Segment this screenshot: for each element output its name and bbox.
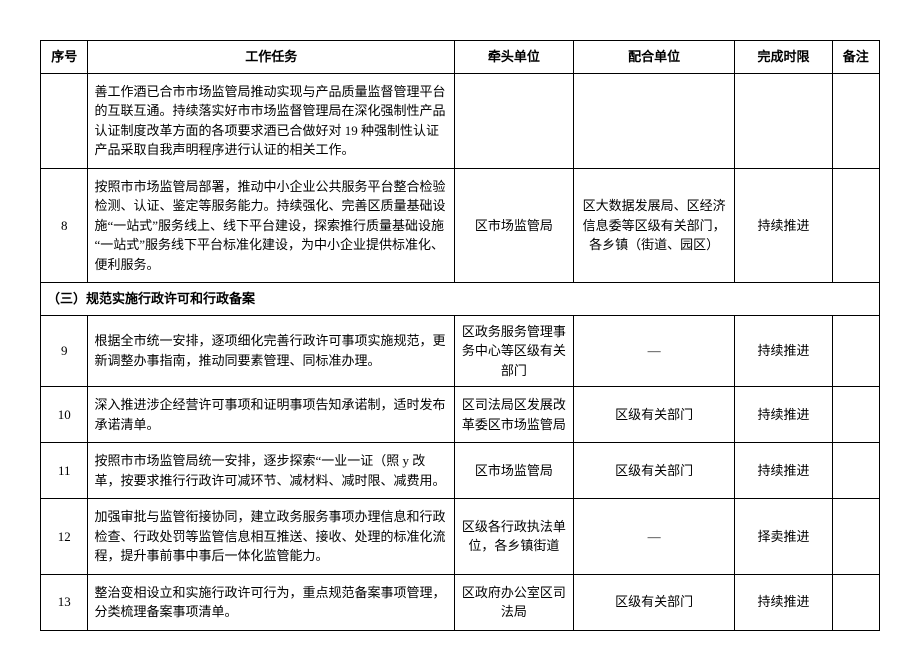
cell-coop: 区级有关部门 <box>573 443 735 499</box>
cell-lead <box>455 73 574 168</box>
cell-note <box>832 499 880 575</box>
cell-lead: 区政务服务管理事务中心等区级有关部门 <box>455 315 574 387</box>
cell-note <box>832 168 880 283</box>
cell-note <box>832 443 880 499</box>
cell-num: 10 <box>41 387 88 443</box>
cell-num: 12 <box>41 499 88 575</box>
cell-lead: 区市场监管局 <box>455 168 574 283</box>
table-row: 13整治变相设立和实施行政许可行为，重点规范备案事项管理，分类梳理备案事项清单。… <box>41 574 880 630</box>
table-row: 12加强审批与监管衔接协同，建立政务服务事项办理信息和行政检查、行政处罚等监管信… <box>41 499 880 575</box>
cell-lead: 区级各行政执法单位，各乡镇街道 <box>455 499 574 575</box>
cell-num <box>41 73 88 168</box>
cell-task: 按照市市场监管局统一安排，逐步探索“一业一证（照 y 改革，按要求推行行政许可减… <box>88 443 455 499</box>
table-row: 9根据全市统一安排，逐项细化完善行政许可事项实施规范，更新调整办事指南，推动同要… <box>41 315 880 387</box>
table-row: 11按照市市场监管局统一安排，逐步探索“一业一证（照 y 改革，按要求推行行政许… <box>41 443 880 499</box>
cell-coop: — <box>573 499 735 575</box>
col-num: 序号 <box>41 41 88 74</box>
cell-task: 加强审批与监管衔接协同，建立政务服务事项办理信息和行政检查、行政处罚等监管信息相… <box>88 499 455 575</box>
cell-time: 持续推进 <box>735 315 832 387</box>
cell-time: 持续推进 <box>735 387 832 443</box>
col-time: 完成时限 <box>735 41 832 74</box>
cell-num: 8 <box>41 168 88 283</box>
cell-num: 11 <box>41 443 88 499</box>
cell-coop <box>573 73 735 168</box>
cell-time: 持续推进 <box>735 443 832 499</box>
cell-task: 按照市市场监管局部署，推动中小企业公共服务平台整合检验检测、认证、鉴定等服务能力… <box>88 168 455 283</box>
cell-lead: 区政府办公室区司法局 <box>455 574 574 630</box>
cell-task: 根据全市统一安排，逐项细化完善行政许可事项实施规范，更新调整办事指南，推动同要素… <box>88 315 455 387</box>
cell-num: 9 <box>41 315 88 387</box>
cell-coop: 区大数据发展局、区经济信息委等区级有关部门，各乡镇（街道、园区） <box>573 168 735 283</box>
cell-task: 深入推进涉企经营许可事项和证明事项告知承诺制，适时发布承诺清单。 <box>88 387 455 443</box>
cell-time: 持续推进 <box>735 574 832 630</box>
table-header-row: 序号 工作任务 牵头单位 配合单位 完成时限 备注 <box>41 41 880 74</box>
cell-note <box>832 387 880 443</box>
col-note: 备注 <box>832 41 880 74</box>
cell-lead: 区司法局区发展改革委区市场监管局 <box>455 387 574 443</box>
col-coop: 配合单位 <box>573 41 735 74</box>
cell-task: 善工作酒已合市市场监管局推动实现与产品质量监督管理平台的互联互通。持续落实好市市… <box>88 73 455 168</box>
cell-note <box>832 574 880 630</box>
cell-lead: 区市场监管局 <box>455 443 574 499</box>
cell-num: 13 <box>41 574 88 630</box>
cell-note <box>832 73 880 168</box>
table-row: 善工作酒已合市市场监管局推动实现与产品质量监督管理平台的互联互通。持续落实好市市… <box>41 73 880 168</box>
section-header-row: （三）规范实施行政许可和行政备案 <box>41 283 880 316</box>
col-task: 工作任务 <box>88 41 455 74</box>
table-row: 8按照市市场监管局部署，推动中小企业公共服务平台整合检验检测、认证、鉴定等服务能… <box>41 168 880 283</box>
cell-note <box>832 315 880 387</box>
cell-time: 择卖推进 <box>735 499 832 575</box>
col-lead: 牵头单位 <box>455 41 574 74</box>
cell-time: 持续推进 <box>735 168 832 283</box>
cell-time <box>735 73 832 168</box>
section-title: （三）规范实施行政许可和行政备案 <box>41 283 880 316</box>
task-table: 序号 工作任务 牵头单位 配合单位 完成时限 备注 善工作酒已合市市场监管局推动… <box>40 40 880 631</box>
cell-task: 整治变相设立和实施行政许可行为，重点规范备案事项管理，分类梳理备案事项清单。 <box>88 574 455 630</box>
table-row: 10深入推进涉企经营许可事项和证明事项告知承诺制，适时发布承诺清单。区司法局区发… <box>41 387 880 443</box>
cell-coop: 区级有关部门 <box>573 574 735 630</box>
cell-coop: 区级有关部门 <box>573 387 735 443</box>
cell-coop: — <box>573 315 735 387</box>
